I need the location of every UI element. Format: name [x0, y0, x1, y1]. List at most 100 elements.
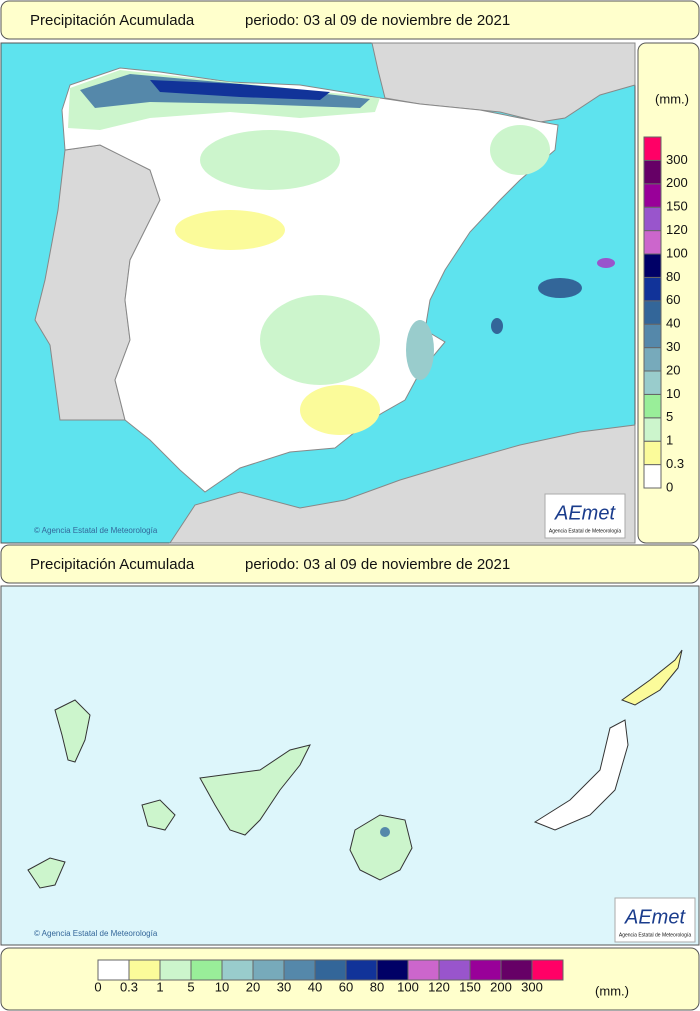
legend-label: 0.3: [120, 979, 138, 994]
legend-swatch: [643, 206, 662, 232]
legend-label: 60: [339, 979, 353, 994]
legend-swatch: [643, 323, 662, 349]
logo: AEmet: [624, 906, 686, 928]
legend-label: 80: [666, 269, 680, 284]
credit: © Agencia Estatal de Meteorología: [34, 526, 158, 535]
legend-swatch: [643, 370, 662, 395]
legend-swatch: [283, 959, 316, 981]
rain-zone: [150, 80, 330, 100]
legend-label: 30: [277, 979, 291, 994]
header-period: periodo: 03 al 09 de noviembre de 2021: [245, 556, 510, 573]
legend-swatch: [643, 253, 662, 278]
legend-swatch: [128, 959, 161, 981]
legend-label: 40: [666, 316, 680, 331]
legend-swatch: [221, 959, 254, 981]
legend-label: 100: [397, 979, 419, 994]
legend-swatch: [643, 136, 662, 161]
header-title: Precipitación Acumulada: [30, 556, 195, 573]
peninsula-map: © Agencia Estatal de Meteorología AEmet …: [0, 42, 636, 544]
legend-swatch: [97, 959, 130, 981]
header-title: Precipitación Acumulada: [30, 12, 195, 29]
horizontal-legend: (mm.) 0 0.3 1 5 10 20 30 40 60 80 100 120 150 200 300: [0, 947, 700, 1011]
legend-label: 1: [666, 433, 673, 448]
legend-label: 200: [666, 175, 688, 190]
legend-label: 300: [521, 979, 543, 994]
balearic-island: [491, 318, 503, 334]
logo-box: [544, 493, 626, 539]
legend-swatch: [643, 464, 662, 489]
legend-label: 5: [666, 409, 673, 424]
rain-zone: [200, 130, 340, 190]
rain-zone: [175, 210, 285, 250]
rain-zone: [380, 827, 390, 837]
legend-label: 20: [246, 979, 260, 994]
legend-unit: (mm.): [595, 983, 629, 998]
island-gran-canaria: [349, 814, 413, 881]
legend-swatch: [314, 959, 347, 981]
legend-swatch: [345, 959, 378, 981]
header-box: [0, 544, 700, 584]
legend-label: 150: [666, 199, 688, 214]
rain-zone: [260, 295, 380, 385]
legend-label: 80: [370, 979, 384, 994]
logo-subtitle: Agencia Estatal de Meteorología: [619, 932, 691, 938]
legend-swatch: [643, 417, 662, 442]
legend-label: 120: [428, 979, 450, 994]
legend-swatch: [407, 959, 440, 981]
legend-label: 0.3: [666, 456, 684, 471]
legend-swatch: [643, 230, 662, 255]
legend-label: 0: [666, 479, 673, 494]
legend-label: 20: [666, 362, 680, 377]
island-el-hierro: [27, 857, 66, 889]
rain-zone: [406, 320, 434, 380]
legend-swatch: [643, 393, 662, 419]
legend-label: 30: [666, 339, 680, 354]
africa: [169, 424, 636, 544]
france: [371, 42, 636, 123]
canary-map: © Agencia Estatal de Meteorología AEmet …: [0, 585, 700, 946]
legend-swatch: [500, 959, 533, 981]
legend-label: 10: [666, 386, 680, 401]
sea: [0, 585, 700, 946]
legend-swatch: [159, 959, 192, 981]
legend-swatch: [643, 347, 662, 372]
legend-swatch: [376, 959, 409, 981]
legend-swatch: [643, 183, 662, 208]
legend-label: 10: [215, 979, 229, 994]
island-fuerteventura: [533, 719, 629, 831]
legend-swatch: [643, 159, 662, 185]
legend-label: 5: [187, 979, 194, 994]
rain-zone: [490, 125, 550, 175]
logo-subtitle: Agencia Estatal de Meteorología: [549, 528, 621, 534]
legend-swatch: [643, 440, 662, 466]
legend-swatch: [643, 276, 662, 302]
island-tenerife: [199, 744, 311, 836]
legend-swatch: [469, 959, 502, 981]
spain: [61, 67, 559, 493]
legend-label: 300: [666, 152, 688, 167]
legend-label: 1: [156, 979, 163, 994]
header-box: [0, 0, 700, 40]
logo-box: [614, 897, 696, 943]
header-period: periodo: 03 al 09 de noviembre de 2021: [245, 12, 510, 29]
balearic-island: [597, 258, 615, 268]
legend-swatch: [643, 300, 662, 325]
legend-label: 0: [94, 979, 101, 994]
rain-zone: [300, 385, 380, 435]
legend-swatch: [438, 959, 471, 981]
legend-swatch: [190, 959, 223, 981]
legend-label: 100: [666, 245, 688, 260]
island-la-palma: [54, 699, 91, 763]
balearic-island: [538, 278, 582, 298]
legend-label: 200: [490, 979, 512, 994]
logo: AEmet: [554, 502, 616, 524]
legend-label: 150: [459, 979, 481, 994]
legend-swatch: [531, 959, 564, 981]
legend-label: 40: [308, 979, 322, 994]
legend-label: 120: [666, 222, 688, 237]
credit: © Agencia Estatal de Meteorología: [34, 929, 158, 938]
legend-label: 60: [666, 292, 680, 307]
vertical-legend: (mm.) 0 0.3 1 5 10 20 30 40 60 80 100 120 150 200 300: [637, 42, 700, 544]
